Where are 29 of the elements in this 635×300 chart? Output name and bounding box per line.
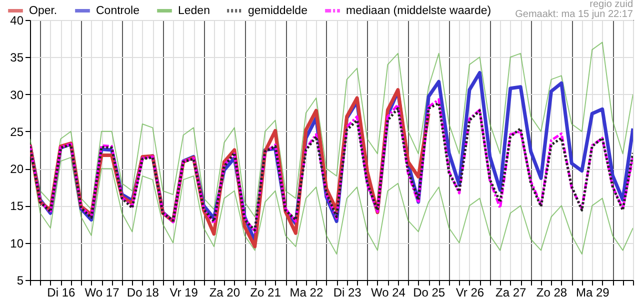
x-tick-label: Di 23 — [333, 286, 362, 300]
x-tick-label: Do 25 — [413, 286, 446, 300]
legend-label: Controle — [96, 4, 140, 17]
x-tick-label: Za 20 — [209, 286, 240, 300]
y-tick-label: 40 — [10, 14, 24, 28]
x-tick-label: Wo 17 — [84, 286, 120, 300]
y-tick-label: 25 — [10, 124, 24, 139]
legend-label: Leden — [178, 4, 210, 17]
legend-label: Oper. — [29, 4, 58, 17]
x-tick-label: Vr 19 — [170, 286, 198, 300]
x-tick-label: Ma 22 — [290, 286, 324, 300]
x-tick-label: Za 27 — [496, 286, 527, 300]
legend-label: gemiddelde — [248, 4, 308, 17]
x-tick-label: Vr 26 — [456, 286, 484, 300]
x-tick-label: Wo 24 — [370, 286, 406, 300]
x-tick-label: Zo 21 — [250, 286, 282, 300]
y-tick-label: 15 — [10, 199, 24, 214]
x-tick-label: Do 18 — [126, 286, 160, 300]
y-tick-label: 35 — [10, 50, 24, 65]
x-tick-label: Di 16 — [47, 286, 76, 300]
y-tick-label: 5 — [16, 274, 24, 288]
legend-label: mediaan (middelste waarde) — [346, 4, 492, 17]
y-tick-label: 30 — [10, 88, 24, 102]
y-tick-label: 20 — [10, 162, 24, 176]
text: Gemaakt: ma 15 jun 22:17 — [515, 9, 633, 20]
x-tick-label: Ma 29 — [576, 286, 610, 300]
y-tick-label: 10 — [10, 236, 24, 250]
x-tick-label: Zo 28 — [536, 286, 568, 300]
text: regio zuid — [588, 0, 633, 10]
